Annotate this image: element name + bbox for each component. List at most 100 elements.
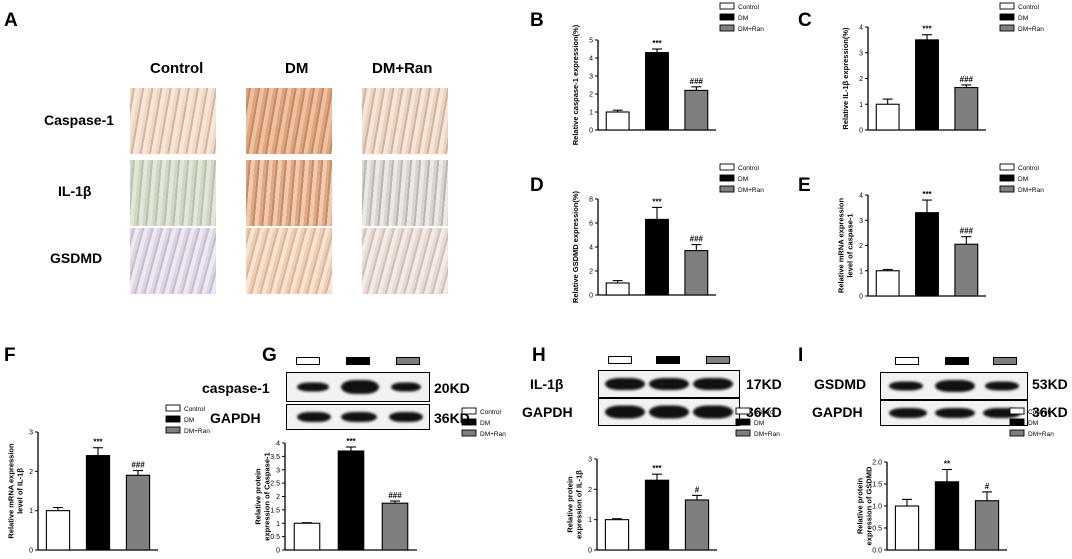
chart-b-significance-label: *** — [652, 39, 662, 48]
chart-c-y-tick-label: 2 — [859, 76, 863, 83]
chart-e-bar-2 — [954, 243, 979, 297]
chart-e-bar-1 — [915, 212, 939, 297]
chart-i-bar-2 — [974, 500, 1000, 551]
band-ref-dmran — [389, 412, 423, 422]
chart-c-legend-swatch — [999, 13, 1015, 21]
chart-i-legend-label: DM+Ran — [1028, 431, 1054, 438]
chart-g-bar-0 — [293, 522, 321, 551]
panel-label-f: F — [4, 345, 16, 366]
blot-target-size: 20KD — [434, 380, 470, 396]
blot-target-strip — [598, 370, 740, 398]
chart-c-bar-0 — [875, 103, 900, 131]
chart-h-legend-swatch — [735, 429, 751, 437]
chart-h-y-label: Relative protein — [566, 476, 575, 533]
chart-h-y-label: expression of IL-1β — [575, 470, 584, 539]
chart-h-significance-label: # — [695, 485, 700, 494]
chart-b-bar-1 — [645, 52, 669, 131]
chart-i-y-tick-label: 0.0 — [872, 548, 882, 555]
chart-b-y-tick-label: 0 — [589, 128, 593, 135]
blot-target-label: caspase-1 — [202, 380, 270, 396]
chart-g-y-tick-label: 1.5 — [270, 507, 280, 514]
chart-g-y-label: expression of Caspase-1 — [263, 452, 272, 540]
band-ref-dm — [935, 408, 975, 418]
panel-label-d: D — [530, 175, 544, 196]
chart-g-bar-1 — [337, 450, 365, 551]
histology-column-control: Control — [150, 60, 204, 77]
chart-h-y-tick-label: 0 — [588, 548, 592, 555]
chart-i-legend-label: DM — [1028, 420, 1038, 427]
chart-d-legend-swatch — [719, 163, 735, 171]
chart-g-legend-label: DM — [480, 420, 490, 427]
chart-b-legend-label: Control — [738, 4, 760, 11]
chart-f-bar-2 — [125, 474, 151, 551]
chart-i-y-label: expression of GSDMD — [865, 466, 874, 545]
chart-g-legend-label: DM+Ran — [480, 431, 506, 438]
chart-g-y-label: Relative protein — [254, 468, 263, 525]
chart-d-significance-label: ### — [690, 235, 704, 244]
chart-e-y-tick-label: 0 — [859, 294, 863, 301]
chart-e-y-tick-label: 4 — [859, 193, 863, 200]
band-control — [889, 381, 923, 391]
chart-h-legend-label: DM — [754, 420, 764, 427]
histology-image-caspase1-dmran — [362, 88, 448, 154]
chart-d-bar-1 — [645, 218, 669, 296]
chart-b-y-tick-label: 2 — [589, 92, 593, 99]
chart-f-significance-label: *** — [93, 438, 103, 447]
lane-marker-dmran — [396, 357, 420, 365]
blot-ref-label: GAPDH — [812, 404, 863, 420]
chart-d-bar-0 — [605, 282, 630, 296]
blot-ref-strip — [880, 400, 1028, 426]
band-ref-control — [605, 405, 645, 419]
chart-d-y-tick-label: 4 — [589, 245, 593, 252]
chart-b-y-tick-label: 5 — [589, 38, 593, 45]
band-dm — [935, 380, 975, 392]
chart-b-y-tick-label: 1 — [589, 110, 593, 117]
blot-ref-size: 36KD — [434, 410, 470, 426]
chart-g-y-tick-label: 1 — [276, 521, 280, 528]
chart-i-legend-swatch — [1009, 418, 1025, 426]
lane-marker-dm — [346, 357, 370, 365]
panel-label-e: E — [798, 175, 811, 196]
chart-g-y-tick-label: 3.5 — [270, 454, 280, 461]
blot-target-strip — [880, 372, 1028, 400]
chart-c-y-label: Relative IL-1β expression(%) — [841, 27, 850, 130]
chart-h-legend-label: DM+Ran — [754, 431, 780, 438]
chart-i-bar-0 — [894, 505, 920, 551]
chart-c-legend-swatch — [999, 2, 1015, 10]
chart-c-legend-label: Control — [1018, 4, 1040, 11]
chart-f-y-label: level of IL-1β — [16, 468, 25, 514]
band-control — [605, 378, 645, 390]
band-dmran — [985, 381, 1019, 391]
chart-b-legend-label: DM — [738, 15, 748, 22]
lane-marker-dm — [945, 357, 969, 365]
band-ref-control — [297, 412, 331, 422]
lane-marker-control — [296, 357, 320, 365]
panel-label-g: G — [262, 345, 277, 366]
panel-label-a: A — [4, 10, 18, 31]
band-ref-dm — [649, 405, 689, 419]
chart-e-y-tick-label: 1 — [859, 268, 863, 275]
chart-f-bar-1 — [85, 455, 111, 551]
band-control — [297, 382, 329, 392]
chart-h-bar-2 — [684, 499, 710, 551]
chart-c-legend-swatch — [999, 24, 1015, 32]
lane-marker-control — [608, 356, 632, 364]
panel-label-h: H — [532, 345, 546, 366]
chart-i-y-label: Relative protein — [856, 477, 865, 534]
blot-target-size: 17KD — [746, 376, 782, 392]
chart-e-y-label: level of caspase-1 — [846, 213, 855, 277]
histology-image-caspase1-dm — [246, 88, 332, 154]
lane-marker-dmran — [993, 357, 1017, 365]
chart-b-y-tick-label: 4 — [589, 56, 593, 63]
panel-label-c: C — [798, 10, 812, 31]
chart-e-significance-label: ### — [960, 227, 974, 236]
chart-d-y-label: Relative GSDMD expression(%) — [571, 190, 580, 303]
chart-f-legend-label: DM+Ran — [184, 428, 210, 435]
histology-image-il1b-dmran — [362, 160, 448, 226]
chart-d-legend-label: DM — [738, 176, 748, 183]
chart-h-legend-swatch — [735, 418, 751, 426]
chart-g-legend-swatch — [461, 418, 477, 426]
chart-h-legend-swatch — [735, 407, 751, 415]
chart-h-bar-0 — [604, 519, 630, 551]
